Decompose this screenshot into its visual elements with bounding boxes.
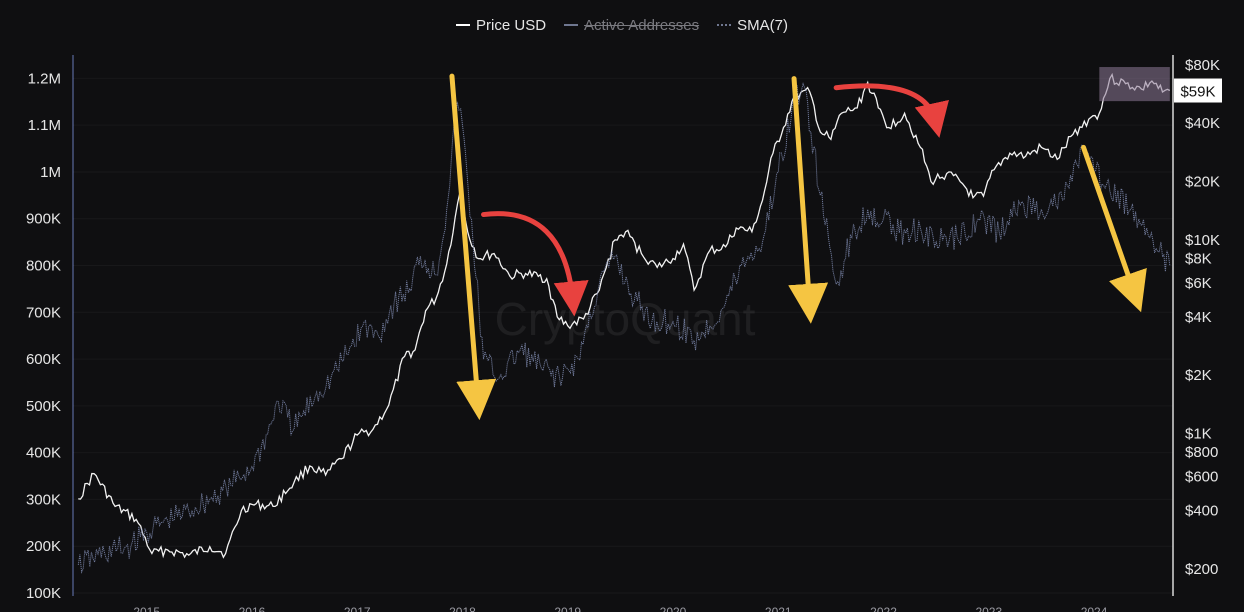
curved-arrow	[833, 83, 949, 138]
curved-arrow	[481, 211, 589, 317]
left-tick-label: 1.2M	[28, 70, 61, 87]
left-tick-label: 900K	[26, 211, 61, 228]
legend-label-price: Price USD	[476, 16, 547, 34]
legend-label-active-addresses: Active Addresses	[584, 16, 700, 34]
watermark: CryptoQuant	[495, 293, 756, 345]
legend-label-sma: SMA(7)	[737, 16, 788, 34]
series-layer	[77, 72, 1171, 574]
left-tick-label: 400K	[26, 445, 61, 462]
legend-swatch-sma	[717, 24, 732, 26]
right-tick-label: $20K	[1185, 173, 1220, 190]
current-price-text: $59K	[1180, 84, 1215, 101]
down-arrow	[1081, 144, 1147, 313]
annotation-layer	[449, 67, 1170, 421]
left-tick-label: 1M	[40, 164, 61, 181]
x-tick-label: 2018	[449, 605, 476, 612]
legend-item-sma[interactable]: SMA(7)	[717, 17, 788, 34]
down-arrow	[788, 76, 829, 324]
current-price-badge	[1174, 78, 1222, 103]
right-tick-label: $80K	[1185, 57, 1220, 74]
left-axis-ticks: 100K 200K 300K 400K 500K 600K 700K 800K 900K 1M 1.…	[26, 70, 1173, 602]
x-tick-label: 2016	[239, 605, 266, 612]
left-tick-label: 100K	[26, 585, 61, 602]
x-axis-ticks: 2015 2016 2017 2018 2019 2020 2021 2022 2023 2024	[133, 605, 1107, 612]
left-tick-label: 1.1M	[28, 117, 61, 134]
legend-item-active-addresses[interactable]: Active Addresses	[564, 17, 699, 34]
legend-swatch-price	[456, 24, 471, 26]
right-tick-label: $4K	[1185, 309, 1212, 326]
right-tick-label: $40K	[1185, 115, 1220, 132]
x-tick-label: 2022	[870, 605, 897, 612]
right-tick-label: $2K	[1185, 367, 1212, 384]
left-tick-label: 300K	[26, 491, 61, 508]
highlight-box	[1099, 67, 1170, 102]
left-tick-label: 600K	[26, 351, 61, 368]
x-tick-label: 2020	[660, 605, 687, 612]
right-tick-label: $1K	[1185, 425, 1212, 442]
right-tick-label: $400	[1185, 503, 1218, 520]
right-tick-label: $10K	[1185, 232, 1220, 249]
down-arrow	[449, 73, 497, 421]
left-tick-label: 200K	[26, 538, 61, 555]
left-tick-label: 500K	[26, 398, 61, 415]
left-tick-label: 800K	[26, 258, 61, 275]
x-tick-label: 2017	[344, 605, 371, 612]
series-line-sma	[77, 82, 1171, 574]
legend-item-price[interactable]: Price USD	[456, 17, 546, 34]
right-tick-label: $8K	[1185, 251, 1212, 268]
x-tick-label: 2024	[1081, 605, 1108, 612]
x-tick-label: 2023	[975, 605, 1002, 612]
chart-legend: Price USD Active Addresses SMA(7)	[0, 14, 1244, 36]
current-price-label: $59K	[1174, 78, 1222, 103]
right-tick-label: $6K	[1185, 275, 1212, 292]
legend-swatch-active-addresses	[564, 24, 579, 26]
left-tick-label: 700K	[26, 304, 61, 321]
x-tick-label: 2019	[554, 605, 581, 612]
x-tick-label: 2021	[765, 605, 792, 612]
right-tick-label: $200	[1185, 561, 1218, 578]
right-tick-label: $800	[1185, 444, 1218, 461]
x-tick-label: 2015	[133, 605, 160, 612]
right-axis-ticks: $200 $400 $600 $800 $1K $2K $4K $6K $8K $10K $20K $…	[1185, 57, 1220, 578]
series-line-price	[78, 72, 1171, 559]
right-tick-label: $600	[1185, 468, 1218, 485]
